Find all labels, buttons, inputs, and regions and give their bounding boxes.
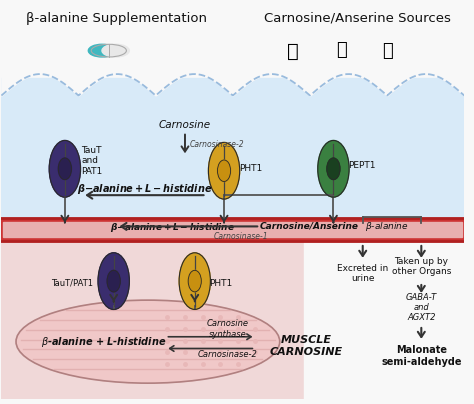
Text: Carnosinase-2: Carnosinase-2 (198, 350, 258, 359)
Ellipse shape (102, 44, 129, 57)
Ellipse shape (209, 143, 240, 199)
Bar (3, 221, 462, 237)
Ellipse shape (88, 44, 116, 57)
Text: $\bfit{\beta}$$\bfit{-alanine + L-histidine}$: $\bfit{\beta}$$\bfit{-alanine + L-histid… (110, 221, 235, 234)
Text: Taken up by
other Organs: Taken up by other Organs (392, 257, 451, 276)
Text: $\bfit{\beta}$$\bfit{-alanine + L-histidine}$: $\bfit{\beta}$$\bfit{-alanine + L-histid… (77, 182, 213, 196)
Ellipse shape (16, 300, 280, 383)
Text: PHT1: PHT1 (239, 164, 262, 173)
Text: PHT1: PHT1 (210, 278, 233, 288)
Ellipse shape (218, 160, 231, 181)
Text: TauT
and
PAT1: TauT and PAT1 (82, 146, 103, 176)
Text: Carnosine
synthase: Carnosine synthase (207, 319, 249, 339)
Bar (1, 78, 465, 223)
Text: 🥩: 🥩 (336, 41, 346, 59)
Bar (1, 218, 465, 241)
Bar (304, 241, 465, 399)
Ellipse shape (98, 253, 129, 309)
Text: Malonate
semi-aldehyde: Malonate semi-aldehyde (381, 345, 462, 367)
Ellipse shape (318, 141, 349, 197)
Text: Carnosinase-2: Carnosinase-2 (190, 140, 245, 149)
Text: MUSCLE: MUSCLE (281, 335, 332, 345)
Text: Carnosine/Anserine: Carnosine/Anserine (259, 222, 358, 231)
Ellipse shape (58, 158, 72, 179)
Text: $\beta$-alanine + $\bfit{L}$-histidine: $\beta$-alanine + $\bfit{L}$-histidine (41, 335, 167, 349)
Text: Excreted in
urine: Excreted in urine (337, 263, 388, 283)
Text: β-alanine Supplementation: β-alanine Supplementation (26, 12, 207, 25)
Text: Carnosine: Carnosine (159, 120, 211, 130)
Text: PEPT1: PEPT1 (348, 161, 375, 170)
Ellipse shape (327, 158, 340, 179)
Bar (1, 241, 304, 399)
Text: Carnosine/Anserine Sources: Carnosine/Anserine Sources (264, 12, 451, 25)
Ellipse shape (179, 253, 210, 309)
Text: GABA-T
and
AGXT2: GABA-T and AGXT2 (406, 292, 437, 322)
Ellipse shape (107, 270, 120, 292)
Ellipse shape (188, 270, 201, 292)
Text: $\beta$-alanine: $\beta$-alanine (365, 220, 409, 233)
Text: Carnosinase-1: Carnosinase-1 (213, 231, 268, 241)
Text: CARNOSINE: CARNOSINE (270, 347, 343, 358)
Ellipse shape (49, 141, 81, 197)
Text: TauT/PAT1: TauT/PAT1 (51, 278, 93, 288)
Text: 🐟: 🐟 (287, 42, 298, 61)
Text: 🐔: 🐔 (382, 42, 392, 60)
